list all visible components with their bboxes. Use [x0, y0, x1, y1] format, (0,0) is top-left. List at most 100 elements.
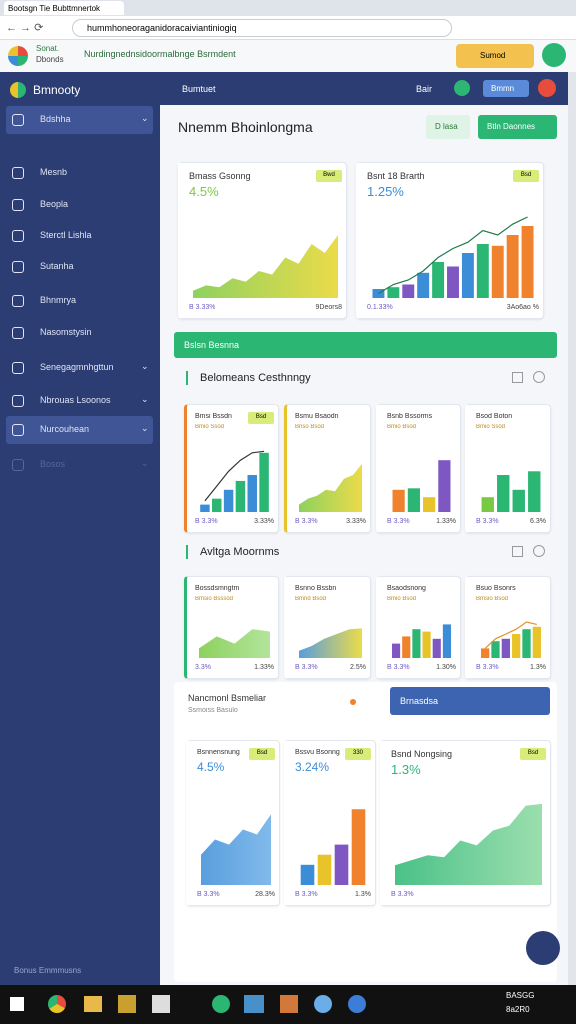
nav-item[interactable]: Nasomstysin — [40, 327, 92, 337]
app-icon[interactable] — [212, 995, 230, 1013]
card-foot: B 3.3% — [476, 664, 499, 671]
header-button[interactable]: Btln Daonnes — [478, 115, 557, 139]
nav-icon — [12, 230, 24, 242]
page-title: Nnemm Bhoinlongma — [178, 119, 313, 135]
card-title: Bsod Boton — [476, 413, 513, 420]
card-foot: 3.33% — [254, 518, 274, 525]
bar — [412, 629, 421, 658]
bar — [442, 624, 451, 658]
nav-buttons[interactable]: ← → ⟳ — [6, 22, 44, 34]
notice-subtitle: Ssmoiss Basulo — [188, 707, 238, 714]
nav-icon — [12, 459, 24, 471]
card-title: Bmsi Bssdn — [195, 413, 232, 420]
card-foot: 1.30% — [436, 664, 456, 671]
section-control[interactable] — [533, 371, 545, 383]
topbar-button[interactable]: Bmmn — [483, 80, 529, 97]
trend-line — [378, 216, 528, 295]
app-icon[interactable] — [314, 995, 332, 1013]
topbar-link[interactable]: Bair — [416, 84, 433, 94]
nav-item[interactable]: Beopla — [40, 199, 69, 209]
card-title: Bossdsmngtm — [195, 585, 240, 592]
nav-item[interactable]: Nurcouhean — [40, 424, 90, 434]
section-title: Avltga Moornms — [200, 546, 280, 558]
section-control[interactable] — [512, 546, 523, 557]
site-bar: Sonat. Dbonds Nurdingnednsidoormalbnge B… — [0, 40, 576, 72]
section-control[interactable] — [533, 545, 545, 557]
mini-chart — [193, 235, 338, 298]
bar — [461, 253, 474, 298]
nav-active[interactable] — [6, 106, 153, 134]
url-field[interactable]: hummhoneoraganidoracaiviantiniogiq — [72, 19, 452, 37]
app-icon[interactable] — [48, 995, 66, 1013]
app-icon[interactable] — [118, 995, 136, 1013]
nav-item[interactable]: Mesnb — [40, 167, 68, 177]
banner: Bslsn Besnna — [174, 332, 557, 358]
card-subtitle: Bmsio Bsssod — [195, 596, 234, 602]
nav-item[interactable]: Sterctl Lishla — [40, 230, 92, 240]
bar — [512, 489, 525, 512]
card-subtitle: Bmio Bsod — [387, 596, 417, 602]
bar — [259, 452, 269, 512]
card-foot: 28.3% — [255, 891, 275, 898]
mini-chart — [392, 624, 451, 658]
brand-logo — [10, 82, 26, 98]
card-foot: 0.1.33% — [367, 304, 393, 311]
card-foot: B 3.3% — [476, 518, 499, 525]
browser-tab[interactable]: Bootsgn Tie Bubttmnertok — [4, 1, 124, 15]
nav-icon — [12, 395, 24, 407]
app-icon[interactable] — [152, 995, 170, 1013]
mini-chart — [199, 629, 270, 658]
app-icon[interactable] — [348, 995, 366, 1013]
notice-action[interactable]: Brnasdsa — [390, 687, 550, 715]
bar — [387, 287, 400, 298]
nav-item[interactable]: Senegagmnhgttun — [40, 362, 114, 372]
mini-chart — [481, 621, 541, 658]
section-title: Belomeans Cesthnngy — [200, 372, 311, 384]
nav-item[interactable]: Bhnmrya — [40, 295, 77, 305]
nav-item[interactable]: Sutanha — [40, 261, 74, 271]
app-icon[interactable] — [244, 995, 264, 1013]
card-title: Bsnno Bssbn — [295, 585, 337, 592]
header-button[interactable]: D lasa — [426, 115, 470, 139]
fab[interactable] — [526, 931, 560, 965]
app-icon[interactable] — [280, 995, 298, 1013]
trend-line — [204, 450, 265, 502]
nav-item[interactable]: Bdshha — [40, 114, 71, 124]
card-foot: B 3.3% — [195, 518, 218, 525]
site-logo — [8, 46, 28, 66]
mini-chart — [300, 809, 366, 885]
nav-arrow: ⌄ — [141, 113, 149, 123]
status-icon[interactable] — [454, 80, 470, 96]
start-button[interactable] — [10, 997, 24, 1011]
mini-chart — [372, 216, 534, 298]
bar — [447, 266, 459, 298]
card-foot: 3.33% — [346, 518, 366, 525]
bar — [235, 480, 246, 512]
bar — [317, 854, 332, 885]
area — [395, 803, 542, 885]
bar — [372, 289, 385, 298]
card-value: 1.3% — [391, 762, 421, 777]
nav-item[interactable]: Nbrouas Lsoonos — [40, 395, 111, 405]
site-icon[interactable] — [542, 43, 566, 67]
card-foot: 3.3% — [195, 664, 211, 671]
card-foot: B 3.3% — [295, 664, 318, 671]
avatar[interactable] — [538, 79, 556, 97]
card-badge: Bsd — [248, 412, 274, 424]
site-button[interactable]: Sumod — [456, 44, 534, 68]
area — [193, 235, 338, 298]
section-control[interactable] — [512, 372, 523, 383]
bar — [392, 489, 405, 512]
card: Bmsi Bssdn Bmio Ssod Bsd B 3.3% 3.33% — [184, 404, 279, 533]
bar — [522, 629, 531, 658]
bar — [423, 497, 436, 512]
section-marker — [186, 545, 188, 559]
bar — [247, 475, 257, 512]
nav-active[interactable] — [6, 416, 153, 444]
app-icon[interactable] — [84, 996, 102, 1012]
card-title: Bssvu Bsonng — [295, 749, 340, 756]
card-title: Bsnnensnung — [197, 749, 240, 756]
card-title: Bsnt 18 Brarth — [367, 171, 425, 181]
notice-dot — [350, 699, 356, 705]
nav-item[interactable]: Bosos — [40, 459, 66, 469]
